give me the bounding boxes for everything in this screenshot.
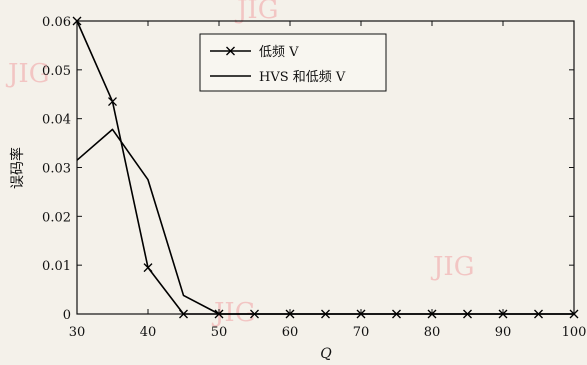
- x-tick-label: 40: [140, 325, 157, 340]
- x-tick-label: 60: [282, 325, 299, 340]
- series-line-2: [76, 128, 574, 315]
- y-tick-label: 0.03: [42, 162, 71, 177]
- data-point-series-1-stroke-b: [143, 263, 153, 273]
- y-tick-label: 0.06: [42, 15, 71, 30]
- legend-label-series-2: HVS 和低频 V: [259, 70, 346, 85]
- y-tick-label: 0: [63, 308, 71, 323]
- data-point-series-1: [143, 263, 153, 273]
- watermark-2: JIG: [5, 59, 49, 89]
- legend-box: [199, 33, 387, 92]
- x-tick-label: 80: [424, 325, 441, 340]
- y-axis-title: 误码率: [9, 147, 26, 189]
- x-tick-label: 30: [69, 325, 86, 340]
- y-axis-ticks: 0 0.01 0.02 0.03 0.04 0.05 0.06: [42, 15, 574, 323]
- y-tick-label: 0.05: [42, 64, 71, 79]
- y-tick-label: 0.04: [42, 113, 71, 128]
- x-axis-title: Q: [320, 346, 332, 362]
- x-tick-label: 100: [562, 325, 587, 340]
- x-tick-label: 70: [353, 325, 370, 340]
- legend-marker-series-1: [226, 46, 235, 56]
- data-point-series-1-stroke-b: [108, 97, 117, 107]
- data-point-series-1: [108, 97, 117, 107]
- x-tick-label: 90: [495, 325, 512, 340]
- y-tick-label: 0.01: [42, 259, 71, 274]
- legend-x-marker: [226, 46, 235, 56]
- watermark-3: JIG: [430, 252, 474, 282]
- data-point-series-1: [72, 16, 82, 26]
- x-axis-ticks: 30 40 50 60 70 80 90 100: [69, 21, 587, 340]
- y-tick-label: 0.02: [42, 210, 71, 225]
- legend-x-marker-stroke-b: [226, 46, 235, 56]
- watermarks: JIG JIG JIG JIG: [5, 0, 474, 328]
- legend: 低频 V HVS 和低频 V: [199, 33, 387, 92]
- x-tick-label: 50: [211, 325, 228, 340]
- legend-label-series-1: 低频 V: [259, 45, 299, 60]
- data-point-series-1-stroke-b: [72, 16, 82, 26]
- data-point-series-1: [179, 309, 188, 319]
- series-layer: [72, 16, 579, 319]
- data-point-series-1-stroke-b: [179, 309, 188, 319]
